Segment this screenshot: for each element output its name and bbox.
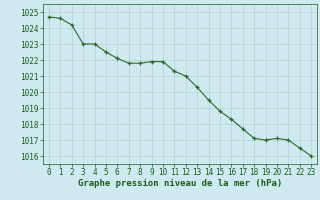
X-axis label: Graphe pression niveau de la mer (hPa): Graphe pression niveau de la mer (hPa)	[78, 179, 282, 188]
